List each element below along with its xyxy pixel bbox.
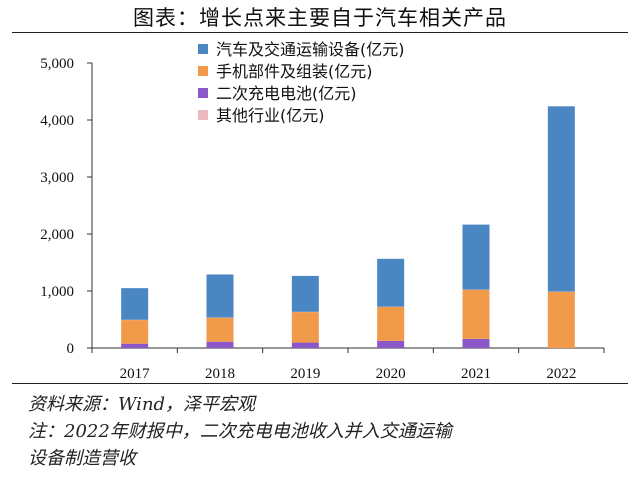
bar-segment (462, 289, 490, 339)
legend-swatch (198, 88, 208, 98)
bar-segment (547, 291, 575, 348)
bars (121, 106, 575, 348)
bar-segment (206, 274, 234, 318)
axes: 0 1,000 2,000 3,000 4,000 5,000 2017 2018 2019 20… (40, 56, 605, 380)
legend-label: 汽车及交通运输设备(亿元) (216, 40, 405, 59)
legend-swatch (198, 66, 208, 76)
footnote-line-2: 设备制造营收 (28, 448, 136, 469)
y-tick-label: 2,000 (40, 227, 74, 243)
x-tick-label: 2020 (376, 366, 406, 380)
legend-label: 二次充电电池(亿元) (216, 84, 357, 103)
stacked-bar-chart: 0 1,000 2,000 3,000 4,000 5,000 2017 2018 2019 20… (40, 40, 605, 380)
y-tick-label: 0 (67, 341, 75, 357)
bar-segment (462, 338, 490, 348)
legend-swatch (198, 110, 208, 120)
bar-segment (121, 343, 149, 348)
bar-segment (462, 224, 490, 290)
title-divider (12, 32, 628, 33)
bar-segment (206, 317, 234, 342)
x-tick-label: 2022 (546, 366, 576, 380)
bar-segment (291, 312, 319, 343)
bar-segment (121, 288, 149, 320)
x-tick-label: 2021 (461, 366, 491, 380)
bar-segment (206, 341, 234, 348)
footer-divider (12, 383, 628, 384)
x-tick-label: 2019 (290, 366, 320, 380)
legend-label: 其他行业(亿元) (216, 106, 325, 125)
source-note: 资料来源：Wind，泽平宏观 (28, 394, 256, 415)
x-tick-label: 2018 (205, 366, 235, 380)
x-tick-label: 2017 (120, 366, 151, 380)
bar-segment (377, 340, 405, 348)
chart-title: 图表：增长点来主要自于汽车相关产品 (133, 6, 507, 30)
legend-label: 手机部件及组装(亿元) (216, 62, 373, 81)
bar-segment (377, 258, 405, 307)
bar-segment (291, 342, 319, 348)
y-tick-label: 1,000 (40, 284, 74, 300)
y-tick-label: 4,000 (40, 113, 74, 129)
bar-segment (377, 306, 405, 341)
legend-swatch (198, 44, 208, 54)
bar-segment (547, 106, 575, 292)
legend: 汽车及交通运输设备(亿元) 手机部件及组装(亿元) 二次充电电池(亿元) 其他行业(亿… (198, 40, 405, 125)
y-tick-label: 5,000 (40, 56, 74, 72)
bar-segment (121, 320, 149, 344)
footnote-line-1: 注：2022年财报中，二次充电电池收入并入交通运输 (28, 421, 452, 442)
bar-segment (291, 275, 319, 312)
y-tick-label: 3,000 (40, 170, 74, 186)
